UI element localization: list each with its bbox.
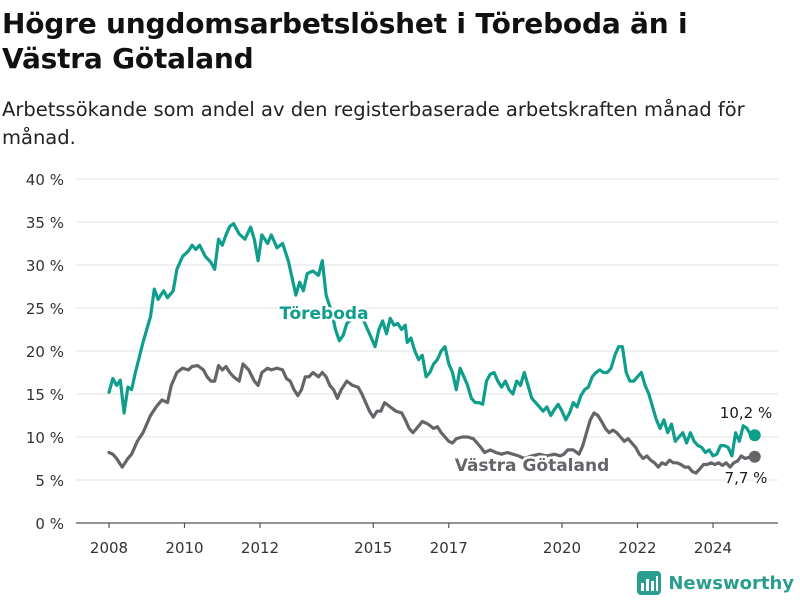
series-line-toreboda	[107, 222, 753, 458]
series-label-vastra-gotaland-halo: Västra Götaland	[455, 456, 610, 476]
end-point-toreboda	[748, 429, 761, 442]
series-label-toreboda-halo: Töreboda	[279, 304, 368, 324]
end-value-vastra-gotaland: 7,7 %	[725, 469, 768, 487]
brand-logo: Newsworthy	[636, 570, 794, 596]
x-tick-label: 2024	[694, 539, 732, 557]
end-value-toreboda: 10,2 %	[720, 404, 772, 422]
end-point-vastra-gotaland	[748, 450, 761, 463]
y-tick-label: 40 %	[26, 171, 64, 189]
x-axis: 2008 2010 2012 2015 2017 2020 2022 2024	[76, 522, 778, 557]
series-line-vastra-gotaland	[107, 362, 753, 475]
chart-title: Högre ungdomsarbetslöshet i Töreboda än …	[2, 7, 688, 75]
x-tick-label: 2017	[430, 539, 468, 557]
y-tick-label: 0 %	[35, 515, 64, 533]
series-label-toreboda: Töreboda	[279, 304, 368, 324]
x-tick-label: 2022	[618, 539, 656, 557]
y-tick-label: 35 %	[26, 214, 64, 232]
y-tick-label: 15 %	[26, 386, 64, 404]
x-tick-label: 2015	[354, 539, 392, 557]
y-tick-label: 5 %	[35, 472, 64, 490]
series-lines	[107, 222, 761, 475]
end-value-vastra-gotaland-halo: 7,7 %	[725, 469, 768, 487]
y-tick-label: 20 %	[26, 343, 64, 361]
y-axis-ticks: 0 % 5 % 10 % 15 % 20 % 25 % 30 % 35 % 40 %	[26, 171, 64, 533]
newsworthy-icon	[637, 571, 662, 595]
x-tick-label: 2020	[543, 539, 581, 557]
x-tick-label: 2012	[241, 539, 279, 557]
brand-name: Newsworthy	[668, 572, 794, 594]
x-tick-label: 2008	[90, 539, 128, 557]
end-value-toreboda-halo: 10,2 %	[720, 404, 772, 422]
y-tick-label: 30 %	[26, 257, 64, 275]
series-label-vastra-gotaland: Västra Götaland	[455, 456, 610, 476]
y-tick-label: 25 %	[26, 300, 64, 318]
gridlines	[76, 178, 778, 524]
y-tick-label: 10 %	[26, 429, 64, 447]
chart-subtitle: Arbetssökande som andel av den registerb…	[2, 98, 745, 149]
x-tick-label: 2010	[165, 539, 203, 557]
